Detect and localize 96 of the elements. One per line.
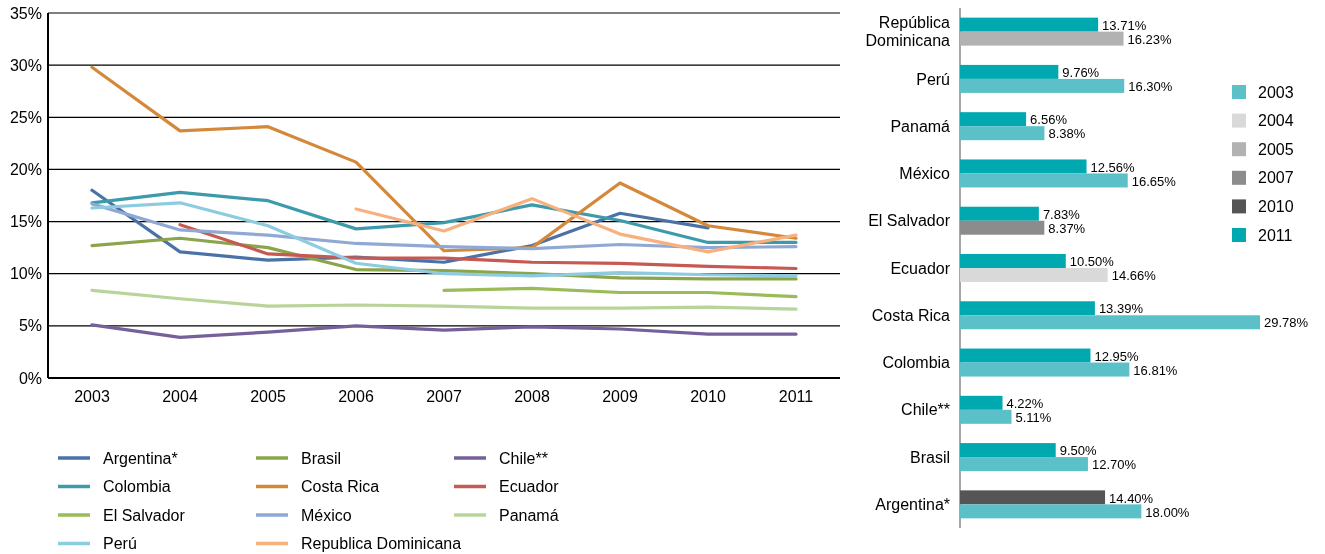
- line-series: [90, 65, 798, 253]
- data-label: 5.11%: [1015, 410, 1052, 426]
- y-tick-label: 0%: [18, 369, 42, 387]
- line-series: [354, 197, 798, 254]
- bar: [960, 112, 1027, 127]
- y-tick-label: México: [899, 165, 951, 183]
- x-tick-label: 2009: [602, 388, 638, 405]
- bar: [960, 362, 1130, 377]
- x-tick-label: 2011: [778, 388, 814, 405]
- y-tick-label: 5%: [18, 317, 42, 335]
- bar: [960, 268, 1108, 282]
- y-tick-label: 30%: [9, 56, 42, 74]
- bar: [960, 409, 1012, 424]
- y-tick-label: República Dominicana: [865, 14, 951, 50]
- data-label: 9.76%: [1062, 65, 1100, 81]
- x-tick-label: 2008: [514, 388, 550, 405]
- legend-label: 2004: [1258, 112, 1294, 130]
- x-tick-label: 2007: [426, 388, 462, 405]
- bar: [960, 395, 1003, 410]
- y-tick-label: Chile**: [901, 401, 950, 419]
- data-label: 8.37%: [1048, 220, 1086, 236]
- x-tick-label: 2006: [338, 388, 374, 405]
- y-tick-label: El Salvador: [868, 212, 951, 230]
- data-label: 16.23%: [1127, 31, 1173, 47]
- legend-label: Chile**: [499, 449, 548, 467]
- line-series: [90, 323, 798, 339]
- data-label: 14.66%: [1111, 268, 1157, 284]
- bar: [960, 159, 1087, 174]
- y-tick-label: Ecuador: [890, 259, 951, 277]
- y-tick-label: Brasil: [909, 448, 950, 466]
- data-label: 6.56%: [1030, 112, 1068, 128]
- line-series: [178, 223, 798, 271]
- data-label: 13.71%: [1102, 17, 1147, 33]
- legend-label: Brasil: [301, 449, 342, 467]
- line-series: [442, 286, 798, 299]
- y-tick-label: 10%: [9, 265, 42, 283]
- bar: [960, 490, 1106, 505]
- bar: [960, 126, 1045, 141]
- legend-label: México: [301, 506, 352, 524]
- data-label: 14.40%: [1109, 490, 1154, 506]
- data-label: 4.22%: [1006, 396, 1044, 412]
- legend-label: Republica Dominicana: [301, 535, 462, 553]
- data-label: 7.83%: [1042, 206, 1081, 222]
- data-label: 12.56%: [1090, 159, 1136, 175]
- data-label: 12.70%: [1091, 457, 1137, 473]
- legend-label: 2010: [1258, 198, 1294, 215]
- y-tick-label: 25%: [9, 108, 42, 126]
- legend-label: Perú: [103, 535, 137, 553]
- bar: [960, 315, 1260, 330]
- bar: [960, 504, 1142, 519]
- legend-label: Argentina*: [103, 449, 178, 467]
- y-tick-label: 15%: [9, 213, 42, 231]
- x-tick-label: 2010: [690, 388, 726, 405]
- data-label: 18.00%: [1145, 504, 1190, 520]
- x-tick-label: 2004: [162, 388, 198, 405]
- legend-label: Costa Rica: [301, 478, 380, 496]
- legend-label: 2011: [1258, 226, 1293, 244]
- x-tick-label: 2005: [250, 388, 286, 405]
- legend-label: Colombia: [103, 478, 171, 496]
- data-label: 16.81%: [1133, 362, 1178, 378]
- y-tick-label: Perú: [916, 70, 950, 88]
- bar: [960, 443, 1056, 458]
- bar: [960, 348, 1091, 363]
- data-label: 16.30%: [1128, 79, 1173, 95]
- legend-label: 2003: [1258, 83, 1294, 101]
- legend-label: Panamá: [499, 506, 559, 524]
- bar: [960, 31, 1124, 46]
- bar: [960, 78, 1125, 93]
- line-series: [90, 202, 798, 251]
- bar: [960, 457, 1088, 472]
- x-tick-label: 2003: [74, 388, 110, 405]
- bar: [960, 301, 1095, 316]
- bar: [960, 254, 1066, 268]
- bar: [960, 64, 1059, 79]
- data-label: 29.78%: [1264, 315, 1309, 331]
- y-tick-label: 35%: [9, 4, 42, 22]
- legend-label: 2007: [1258, 169, 1294, 187]
- data-label: 12.95%: [1094, 348, 1139, 364]
- data-label: 9.50%: [1059, 443, 1097, 459]
- legend-label: El Salvador: [103, 506, 186, 524]
- bar: [960, 173, 1128, 188]
- bar: [960, 17, 1099, 32]
- y-tick-label: Costa Rica: [871, 306, 951, 324]
- data-label: 13.39%: [1098, 301, 1144, 317]
- y-tick-label: 20%: [9, 161, 42, 179]
- legend-label: 2005: [1258, 140, 1294, 158]
- data-label: 10.50%: [1069, 254, 1115, 270]
- y-tick-label: Argentina*: [875, 495, 950, 513]
- data-label: 16.65%: [1131, 173, 1177, 189]
- line-series: [90, 288, 798, 311]
- bar: [960, 206, 1039, 221]
- data-label: 8.38%: [1048, 126, 1086, 142]
- legend-label: Ecuador: [499, 478, 560, 496]
- y-tick-label: Panamá: [890, 117, 951, 135]
- line-series: [90, 201, 798, 278]
- y-tick-label: Colombia: [882, 354, 951, 372]
